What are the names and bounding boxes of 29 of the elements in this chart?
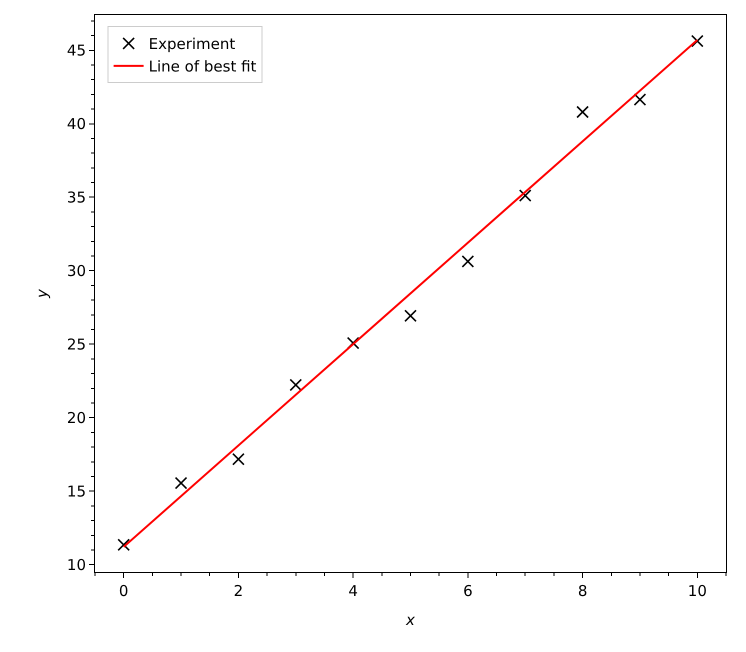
point xyxy=(634,93,646,106)
x-tick-label: 2 xyxy=(234,582,244,600)
y-tick-label: 35 xyxy=(66,188,86,206)
legend-label: Line of best fit xyxy=(148,58,257,76)
point xyxy=(117,538,130,552)
x-axis-title: x xyxy=(405,611,416,629)
legend-label: Experiment xyxy=(148,35,236,54)
y-tick-label: 45 xyxy=(66,42,86,60)
x-tick-label: 8 xyxy=(578,582,588,600)
y-tick-label: 20 xyxy=(66,408,86,427)
x-tick-label: 4 xyxy=(348,582,358,600)
y-tick-label: 40 xyxy=(66,115,86,133)
y-tick-label: 30 xyxy=(66,262,86,280)
point xyxy=(462,255,474,268)
x-tick-label: 0 xyxy=(118,582,128,600)
point xyxy=(346,336,360,350)
y-tick-label: 15 xyxy=(66,482,86,500)
point xyxy=(289,378,302,392)
point xyxy=(691,34,704,48)
y-axis-title: y xyxy=(33,288,52,299)
point xyxy=(174,476,188,490)
y-tick-label: 25 xyxy=(66,335,86,354)
y-tick-label: 10 xyxy=(66,556,86,574)
point xyxy=(404,310,417,322)
point xyxy=(232,452,245,466)
x-tick-label: 10 xyxy=(688,582,707,600)
point xyxy=(576,106,589,118)
point xyxy=(518,189,532,202)
x-tick-label: 6 xyxy=(463,582,473,600)
